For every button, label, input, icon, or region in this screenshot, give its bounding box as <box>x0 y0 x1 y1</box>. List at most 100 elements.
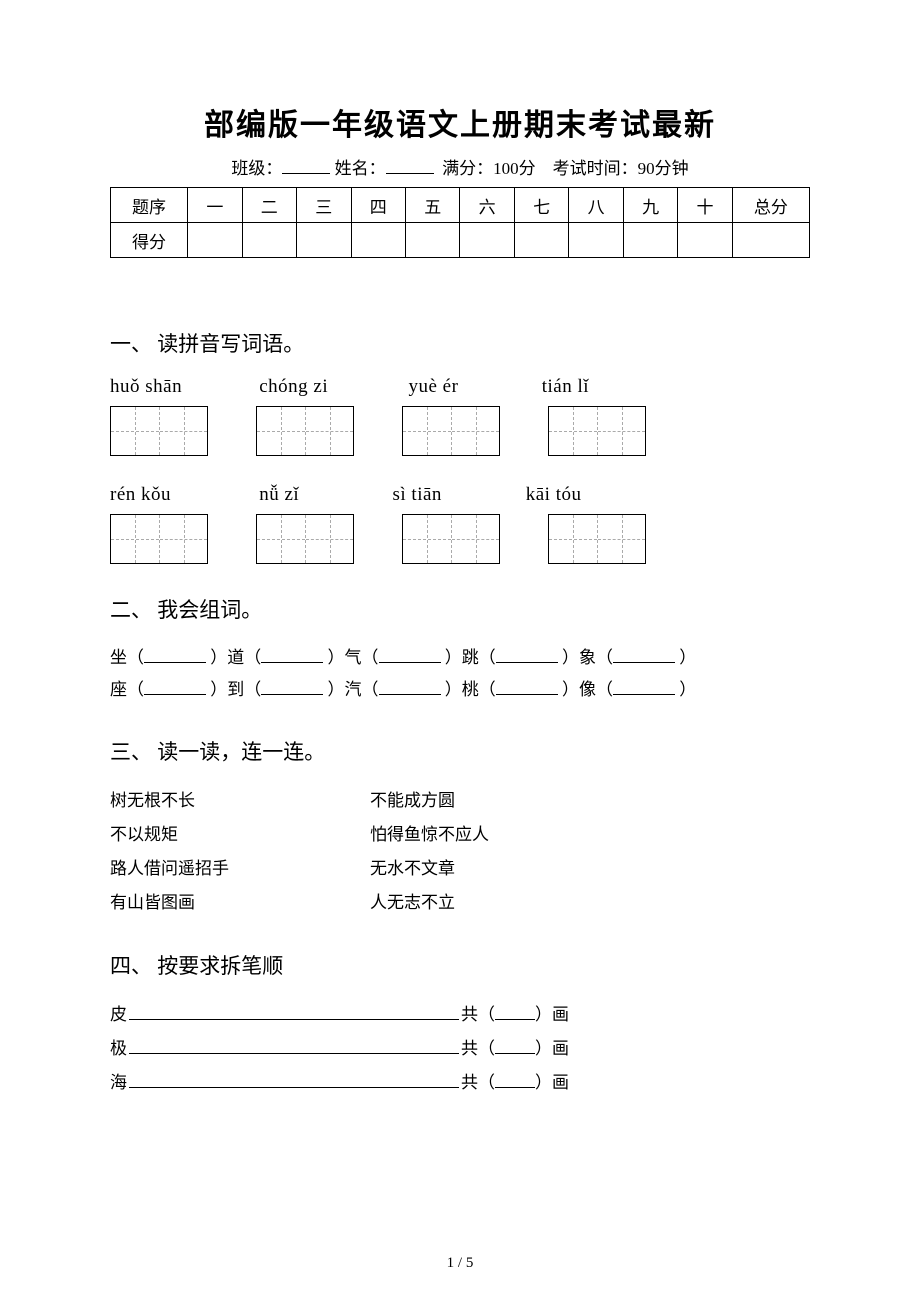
score-cell <box>297 223 351 258</box>
t: ）到（ <box>210 680 261 699</box>
score-cell <box>242 223 296 258</box>
pinyin: chóng zi <box>259 376 403 398</box>
t: ）气（ <box>328 648 379 667</box>
t: ） <box>679 680 696 699</box>
th-11: 总分 <box>732 188 809 223</box>
score-cell <box>405 223 459 258</box>
t: ）道（ <box>210 648 261 667</box>
tail: 共（ <box>461 1032 495 1066</box>
score-cell <box>514 223 568 258</box>
t: ）象（ <box>562 648 613 667</box>
th-9: 九 <box>623 188 677 223</box>
char-cell <box>305 515 353 563</box>
th-3: 三 <box>297 188 351 223</box>
tail2: ）画 <box>535 998 569 1032</box>
char: 海 <box>110 1066 127 1100</box>
char-cell <box>159 515 207 563</box>
match-right: 无水不文章 <box>370 852 455 886</box>
char-pair <box>548 514 646 564</box>
match-right: 不能成方圆 <box>370 784 455 818</box>
blank <box>495 1073 535 1088</box>
char-cell <box>597 515 645 563</box>
row-label: 得分 <box>111 223 188 258</box>
match-left: 路人借问遥招手 <box>110 852 370 886</box>
score-cell <box>351 223 405 258</box>
score-cell <box>678 223 732 258</box>
pinyin: kāi tóu <box>526 484 654 506</box>
stroke-row: 海 共（ ）画 <box>110 1066 810 1100</box>
th-8: 八 <box>569 188 623 223</box>
char-cell <box>597 407 645 455</box>
blank <box>379 648 441 663</box>
exam-time: 考试时间：90分钟 <box>553 159 689 178</box>
char-cell <box>257 407 305 455</box>
match-right: 人无志不立 <box>370 886 455 920</box>
stroke-row: 极 共（ ）画 <box>110 1032 810 1066</box>
blank <box>144 648 206 663</box>
char-pair <box>256 514 354 564</box>
stroke-line <box>129 1039 459 1054</box>
char-pair <box>110 406 208 456</box>
boxes-row-1 <box>110 406 810 456</box>
meta-line: 班级： 姓名： 满分：100分 考试时间：90分钟 <box>110 154 810 179</box>
th-4: 四 <box>351 188 405 223</box>
match-right: 怕得鱼惊不应人 <box>370 818 489 852</box>
pinyin: huǒ shān <box>110 376 254 398</box>
blank <box>496 648 558 663</box>
pinyin: tián lǐ <box>542 376 670 398</box>
char-cell <box>451 407 499 455</box>
th-7: 七 <box>514 188 568 223</box>
name-label: 姓名： <box>335 159 386 178</box>
score-cell <box>188 223 242 258</box>
section2-header: 二、 我会组词。 <box>110 594 810 624</box>
blank <box>261 648 323 663</box>
blank <box>379 680 441 695</box>
tail2: ）画 <box>535 1032 569 1066</box>
section1-header: 一、 读拼音写词语。 <box>110 328 810 358</box>
tail2: ）画 <box>535 1066 569 1100</box>
th-5: 五 <box>405 188 459 223</box>
char-cell <box>451 515 499 563</box>
exam-title: 部编版一年级语文上册期末考试最新 <box>110 100 810 144</box>
match-left: 不以规矩 <box>110 818 370 852</box>
t: ）汽（ <box>328 680 379 699</box>
th-6: 六 <box>460 188 514 223</box>
char-cell <box>111 407 159 455</box>
char-pair <box>402 514 500 564</box>
full-score: 满分：100分 <box>442 159 536 178</box>
section2-line1: 坐（ ）道（ ）气（ ）跳（ ）象（ ） <box>110 642 810 674</box>
t: ）桃（ <box>445 680 496 699</box>
blank <box>613 648 675 663</box>
char: 极 <box>110 1032 127 1066</box>
tail: 共（ <box>461 998 495 1032</box>
stroke-line <box>129 1005 459 1020</box>
section3-header: 三、 读一读，连一连。 <box>110 736 810 766</box>
section4-header: 四、 按要求拆笔顺 <box>110 950 810 980</box>
t: 座（ <box>110 680 144 699</box>
match-left: 树无根不长 <box>110 784 370 818</box>
match-row: 不以规矩 怕得鱼惊不应人 <box>110 818 810 852</box>
match-row: 路人借问遥招手 无水不文章 <box>110 852 810 886</box>
score-cell <box>460 223 514 258</box>
blank <box>144 680 206 695</box>
th-1: 一 <box>188 188 242 223</box>
blank <box>495 1005 535 1020</box>
char-cell <box>305 407 353 455</box>
char-pair <box>548 406 646 456</box>
score-cell <box>569 223 623 258</box>
char-cell <box>257 515 305 563</box>
score-table: 题序 一 二 三 四 五 六 七 八 九 十 总分 得分 <box>110 187 810 258</box>
pinyin: rén kǒu <box>110 484 254 506</box>
section2-line2: 座（ ）到（ ）汽（ ）桃（ ）像（ ） <box>110 674 810 706</box>
pinyin-row-2: rén kǒu nǚ zǐ sì tiān kāi tóu <box>110 484 810 506</box>
t: ）跳（ <box>445 648 496 667</box>
t: ）像（ <box>562 680 613 699</box>
th-2: 二 <box>242 188 296 223</box>
name-blank <box>386 159 434 174</box>
pinyin: nǚ zǐ <box>259 484 387 506</box>
t: ） <box>679 648 696 667</box>
match-left: 有山皆图画 <box>110 886 370 920</box>
th-0: 题序 <box>111 188 188 223</box>
tail: 共（ <box>461 1066 495 1100</box>
score-value-row: 得分 <box>111 223 810 258</box>
